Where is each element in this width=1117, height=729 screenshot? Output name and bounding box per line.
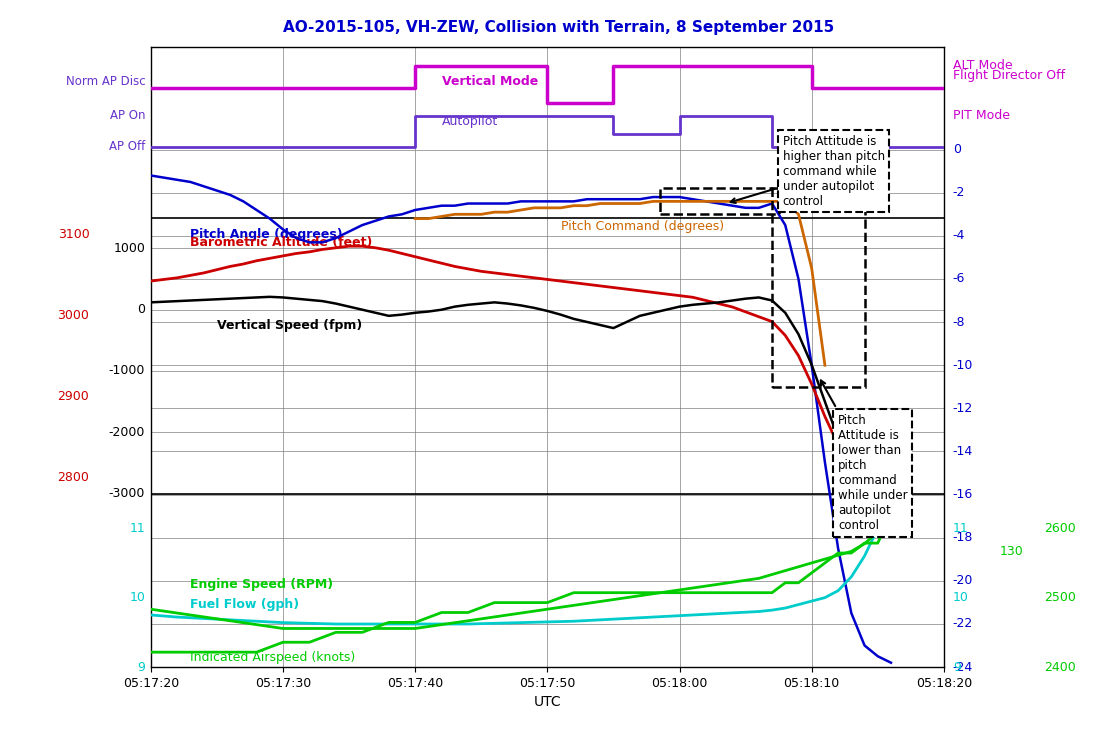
Text: -8: -8 bbox=[953, 316, 965, 329]
Text: Vertical Mode: Vertical Mode bbox=[441, 75, 538, 88]
Text: Barometric Altitude (feet): Barometric Altitude (feet) bbox=[190, 235, 373, 249]
X-axis label: UTC: UTC bbox=[534, 695, 561, 709]
Text: -6: -6 bbox=[953, 273, 965, 286]
Text: -4: -4 bbox=[953, 230, 965, 242]
Text: Flight Director Off: Flight Director Off bbox=[953, 69, 1065, 82]
Text: 2900: 2900 bbox=[58, 390, 89, 402]
Text: AO-2015-105, VH-ZEW, Collision with Terrain, 8 September 2015: AO-2015-105, VH-ZEW, Collision with Terr… bbox=[283, 20, 834, 36]
Text: 0: 0 bbox=[137, 303, 145, 316]
Text: ALT Mode: ALT Mode bbox=[953, 60, 1012, 72]
Text: 9: 9 bbox=[137, 660, 145, 674]
Text: 0: 0 bbox=[953, 143, 961, 156]
Text: -16: -16 bbox=[953, 488, 973, 501]
Text: 3000: 3000 bbox=[57, 308, 89, 321]
Text: 2600: 2600 bbox=[1044, 522, 1076, 535]
Text: Pitch Angle (degrees): Pitch Angle (degrees) bbox=[190, 228, 343, 241]
Text: 2400: 2400 bbox=[1044, 660, 1076, 674]
Text: 10: 10 bbox=[953, 591, 968, 604]
Text: PIT Mode: PIT Mode bbox=[953, 109, 1010, 122]
Text: 9: 9 bbox=[953, 660, 961, 674]
Text: Fuel Flow (gph): Fuel Flow (gph) bbox=[190, 598, 299, 611]
Text: Engine Speed (RPM): Engine Speed (RPM) bbox=[190, 577, 334, 590]
Text: 2500: 2500 bbox=[1044, 591, 1077, 604]
Text: Indicated Airspeed (knots): Indicated Airspeed (knots) bbox=[190, 650, 355, 663]
Text: 2800: 2800 bbox=[57, 471, 89, 484]
Text: AP Off: AP Off bbox=[109, 140, 145, 153]
Text: -2000: -2000 bbox=[108, 426, 145, 439]
Text: AP On: AP On bbox=[109, 109, 145, 122]
Text: Autopilot: Autopilot bbox=[441, 115, 498, 128]
Text: -1000: -1000 bbox=[108, 364, 145, 378]
Text: -12: -12 bbox=[953, 402, 973, 415]
Text: -22: -22 bbox=[953, 617, 973, 631]
Text: 130: 130 bbox=[1000, 545, 1023, 558]
Text: 11: 11 bbox=[130, 522, 145, 535]
Text: Vertical Speed (fpm): Vertical Speed (fpm) bbox=[217, 319, 362, 332]
Text: -20: -20 bbox=[953, 574, 973, 588]
Text: Norm AP Disc: Norm AP Disc bbox=[66, 75, 145, 88]
Text: -3000: -3000 bbox=[108, 487, 145, 500]
Text: Pitch Attitude is
higher than pitch
command while
under autopilot
control: Pitch Attitude is higher than pitch comm… bbox=[731, 135, 885, 208]
Text: -10: -10 bbox=[953, 359, 973, 372]
Text: Pitch
Attitude is
lower than
pitch
command
while under
autopilot
control: Pitch Attitude is lower than pitch comma… bbox=[821, 381, 908, 532]
Text: 3100: 3100 bbox=[58, 227, 89, 241]
Bar bbox=[660, 188, 779, 214]
Text: 10: 10 bbox=[130, 591, 145, 604]
Text: -18: -18 bbox=[953, 531, 973, 544]
Text: Pitch Command (degrees): Pitch Command (degrees) bbox=[561, 219, 724, 233]
Bar bbox=[772, 188, 865, 387]
Text: 1000: 1000 bbox=[113, 242, 145, 255]
Text: -24: -24 bbox=[953, 660, 973, 674]
Text: -14: -14 bbox=[953, 445, 973, 458]
Text: 11: 11 bbox=[953, 522, 968, 535]
Text: -2: -2 bbox=[953, 186, 965, 199]
